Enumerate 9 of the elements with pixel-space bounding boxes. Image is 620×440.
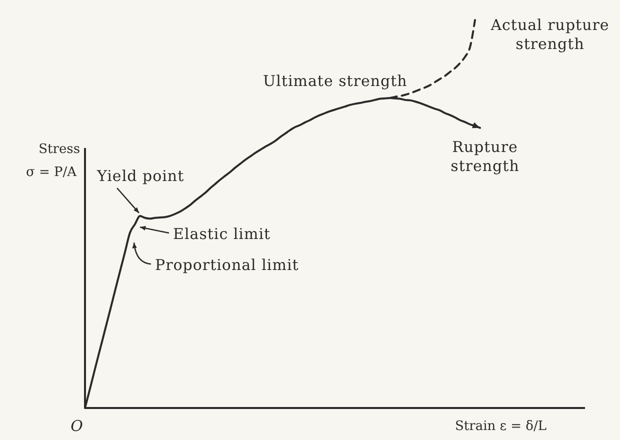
annotation: Proportional limit: [155, 256, 299, 274]
annotation: Yield point: [96, 167, 184, 185]
annotation: Actual rupture strength: [490, 16, 610, 53]
annotation: Rupture strength: [450, 138, 520, 175]
x-axis-title: Strain ε = δ/L: [455, 419, 547, 434]
text: O: [70, 417, 84, 435]
annotation: Ultimate strength: [263, 72, 408, 90]
annotation: Elastic limit: [173, 225, 271, 243]
y-axis-title: Stress σ = P/A: [26, 142, 80, 180]
